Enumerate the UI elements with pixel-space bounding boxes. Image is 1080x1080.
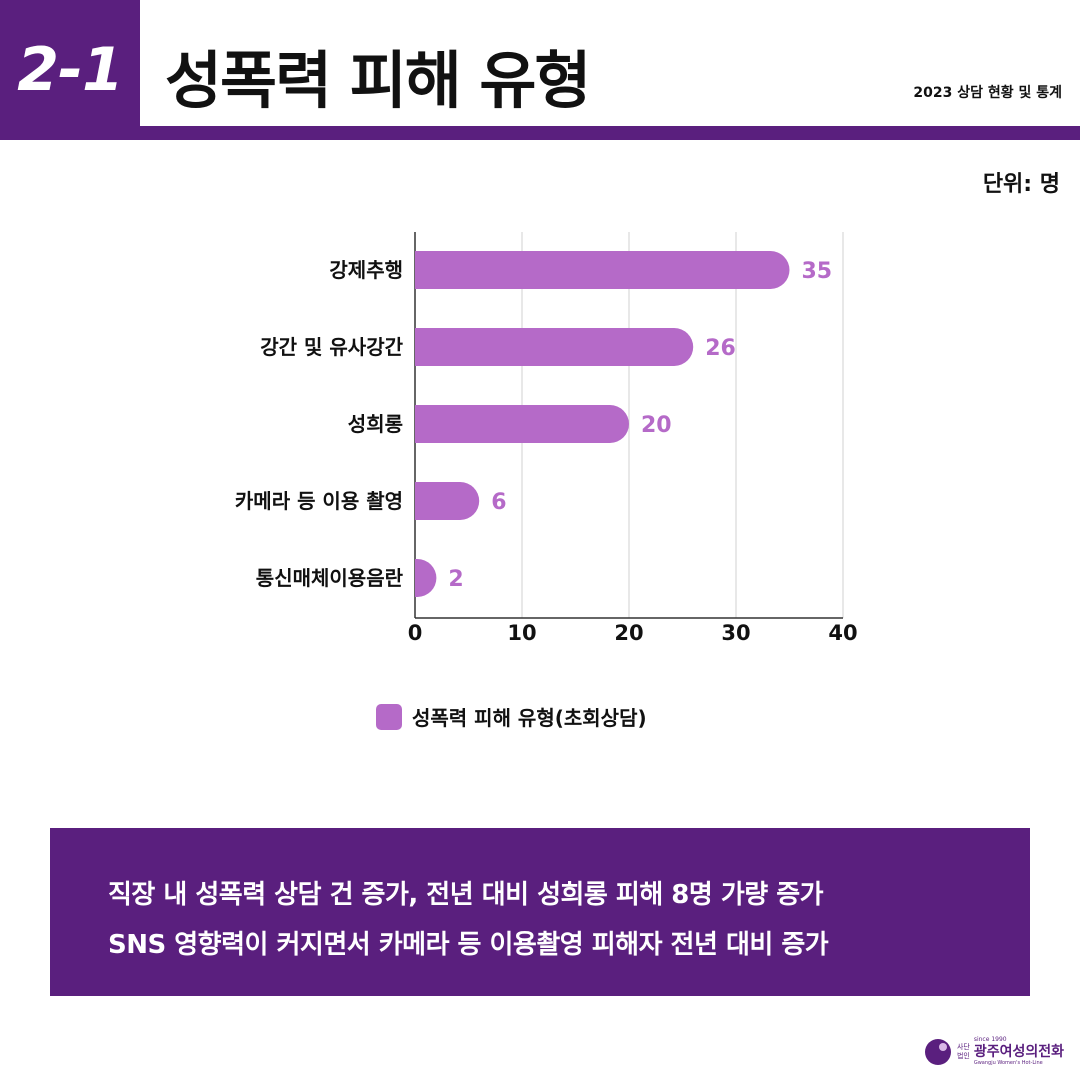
bar	[415, 482, 480, 520]
data-label: 26	[705, 336, 736, 361]
page-subtitle: 2023 상담 현황 및 통계	[913, 85, 1062, 101]
unit-label: 단위: 명	[982, 172, 1060, 197]
logo-mark-icon	[924, 1038, 951, 1065]
title-underline-bar	[140, 126, 1080, 140]
bar	[415, 328, 694, 366]
logo-text: since 1990 광주여성의전화 Gwangju Women's Hot-L…	[974, 1036, 1064, 1067]
logo-english: Gwangju Women's Hot-Line	[973, 1060, 1043, 1066]
x-tick-label: 10	[507, 621, 536, 645]
section-number-box: 2-1	[0, 0, 140, 140]
section-number: 2-1	[17, 35, 123, 105]
data-label: 2	[448, 567, 463, 592]
data-label: 35	[802, 259, 833, 284]
x-tick-label: 30	[721, 621, 750, 645]
logo-prefix-line-1: 사단	[956, 1042, 970, 1051]
org-logo: 사단 법인 since 1990 광주여성의전화 Gwangju Women's…	[924, 1036, 1064, 1067]
x-tick-label: 40	[828, 621, 857, 645]
logo-since: since 1990	[973, 1036, 1007, 1043]
data-label: 6	[491, 490, 506, 515]
logo-prefix: 사단 법인	[957, 1043, 970, 1061]
bar	[415, 251, 790, 289]
bar	[415, 559, 437, 597]
chart-legend: 성폭력 피해 유형(초회상담)	[376, 702, 647, 731]
summary-line-2: SNS 영향력이 커지면서 카메라 등 이용촬영 피해자 전년 대비 증가	[108, 930, 829, 960]
x-tick-label: 20	[614, 621, 643, 645]
category-label: 통신매체이용음란	[256, 566, 404, 590]
category-label: 카메라 등 이용 촬영	[235, 489, 403, 513]
legend-label: 성폭력 피해 유형(초회상담)	[412, 706, 647, 730]
category-label: 강간 및 유사강간	[260, 335, 403, 359]
page-title: 성폭력 피해 유형	[165, 44, 591, 117]
legend-swatch	[376, 703, 402, 730]
x-tick-label: 0	[408, 621, 423, 645]
data-label: 20	[641, 413, 672, 438]
summary-box: 직장 내 성폭력 상담 건 증가, 전년 대비 성희롱 피해 8명 가량 증가 …	[50, 828, 1030, 996]
bar	[415, 405, 629, 443]
logo-name: 광주여성의전화	[973, 1044, 1064, 1060]
logo-prefix-line-2: 법인	[956, 1051, 970, 1060]
summary-line-1: 직장 내 성폭력 상담 건 증가, 전년 대비 성희롱 피해 8명 가량 증가	[108, 880, 824, 910]
category-label: 성희롱	[348, 412, 403, 436]
category-label: 강제추행	[329, 258, 403, 282]
